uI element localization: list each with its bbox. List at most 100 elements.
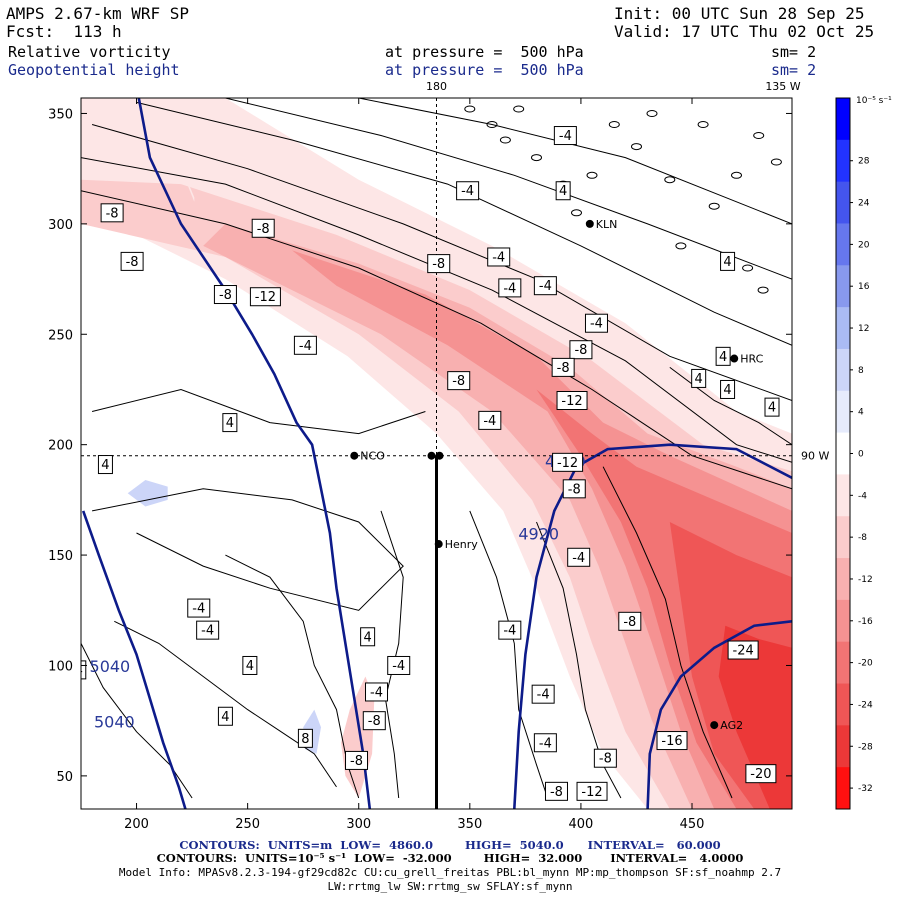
vorticity-label-text: -8 [623, 615, 636, 630]
vorticity-label-box [100, 203, 124, 223]
vorticity-label-box [187, 598, 211, 618]
y-tick-label-350: 350 [48, 107, 73, 122]
vorticity-label-text: -4 [483, 414, 496, 429]
vorticity-label-text: -4 [492, 250, 505, 265]
vorticity-label-text: -12 [255, 290, 276, 305]
footer-model-info: Model Info: MPASv8.2.3-194-gf29cd82c CU:… [118, 866, 782, 879]
colorbar-swatch-6 [836, 348, 850, 392]
vorticity-label-box [97, 455, 113, 475]
vorticity-label-box [715, 346, 731, 366]
vorticity-small-contour-19 [675, 242, 687, 250]
vorticity-shade-8 [152, 98, 195, 202]
vorticity-label-22: -4 [478, 410, 502, 430]
colorbar-label-2: 24 [858, 199, 870, 209]
vorticity-label-34: -24 [727, 640, 759, 660]
vorticity-small-contour-12 [646, 110, 658, 117]
colorbar-swatch-0 [836, 98, 850, 141]
vorticity-label-box [213, 285, 237, 305]
vorticity-contour-0 [81, 157, 792, 463]
vorticity-label-47: -20 [745, 764, 777, 784]
vorticity-small-contour-18 [757, 286, 769, 294]
vorticity-label-10: 4 [720, 251, 736, 271]
colorbar-label-12: -16 [858, 617, 873, 627]
vorticity-label-box [553, 126, 577, 146]
vorticity-contour-6 [91, 388, 426, 435]
vorticity-label-text: -8 [432, 257, 445, 272]
vorticity-label-box [447, 371, 471, 391]
vorticity-label-box [120, 251, 144, 271]
vorticity-label-text: -4 [503, 281, 516, 296]
vorticity-label-text: 4 [226, 416, 234, 431]
vorticity-label-37: -4 [387, 655, 411, 675]
vorticity-label-text: -4 [299, 339, 312, 354]
model-title: AMPS 2.67-km WRF SP [6, 4, 190, 23]
vorticity-label-box [551, 357, 575, 377]
colorbar-swatch-11 [836, 558, 850, 601]
height-contour-4860 [646, 620, 792, 809]
vorticity-small-contour-13 [464, 105, 476, 113]
vorticity-label-box [691, 368, 707, 388]
colorbar-label-10: -8 [858, 533, 867, 543]
vorticity-label-box [387, 655, 411, 675]
vorticity-contour-12 [536, 521, 622, 799]
vorticity-small-contour-6 [664, 176, 676, 184]
forecast-hour: Fcst: 113 h [6, 22, 122, 41]
vorticity-label-text: -4 [370, 685, 383, 700]
vorticity-label-38: -4 [365, 682, 389, 702]
station-label: HRC [740, 353, 763, 366]
height-label-5040-b: 5040 [94, 712, 135, 731]
vorticity-label-24: 4 [222, 413, 238, 433]
field1-name: Relative vorticity [8, 43, 171, 61]
colorbar-swatch-13 [836, 641, 850, 685]
height-label-4920-a: 4920 [518, 525, 559, 544]
vorticity-label-35: 4 [242, 655, 258, 675]
colorbar-label-9: -4 [858, 491, 867, 501]
vorticity-label-7: -8 [427, 254, 451, 274]
vorticity-label-box [552, 452, 584, 472]
valid-time: Valid: 17 UTC Thu 02 Oct 25 [614, 22, 875, 41]
vorticity-label-box [533, 276, 557, 296]
x-tick-label-300: 300 [346, 817, 371, 832]
vorticity-label-text: -8 [568, 482, 581, 497]
vorticity-label-text: -4 [503, 624, 516, 639]
x-tick-label-200: 200 [124, 817, 149, 832]
vorticity-label-text: -16 [661, 734, 682, 749]
vorticity-small-contour-1 [499, 136, 511, 144]
colorbar-label-1: 28 [858, 157, 870, 167]
vorticity-label-text: 4 [559, 184, 567, 199]
vorticity-label-49: -12 [576, 781, 608, 801]
vorticity-label-text: -8 [126, 255, 139, 270]
vorticity-shade-6 [718, 625, 792, 809]
vorticity-label-39: -4 [531, 684, 555, 704]
vorticity-label-box [556, 391, 588, 411]
x-tick-label-350: 350 [457, 817, 482, 832]
colorbar-label-8: 0 [858, 450, 864, 460]
field1-level: at pressure = 500 hPa [385, 43, 584, 61]
vorticity-label-25: -12 [552, 452, 584, 472]
init-time: Init: 00 UTC Sun 28 Sep 25 [614, 4, 865, 23]
x-tick-label-450: 450 [680, 817, 705, 832]
colorbar-label-13: -20 [858, 659, 873, 669]
vorticity-label-box [567, 547, 591, 567]
vorticity-contour-5 [358, 98, 792, 225]
field2-smoothing: sm= 2 [771, 61, 817, 79]
vorticity-label-box [81, 660, 87, 680]
vorticity-label-0: -4 [553, 126, 577, 146]
vorticity-small-contour-9 [753, 132, 765, 139]
colorbar-label-6: 8 [858, 366, 864, 376]
vorticity-contour-4 [225, 98, 792, 280]
vorticity-label-box [487, 247, 511, 267]
colorbar-label-4: 16 [858, 282, 870, 292]
plot-frame [80, 97, 793, 810]
colorbar-swatch-1 [836, 139, 850, 183]
colorbar-unit-label: 10⁻⁵ s⁻¹ [856, 96, 892, 106]
vorticity-label-text: -8 [350, 754, 363, 769]
vorticity-label-box [576, 781, 608, 801]
station-nco: NCO [350, 450, 385, 463]
station-hrc: HRC [730, 353, 764, 366]
vorticity-label-42: 8 [297, 728, 313, 748]
vorticity-label-box [555, 181, 571, 201]
vorticity-label-box [222, 413, 238, 433]
station-marker [434, 540, 443, 549]
